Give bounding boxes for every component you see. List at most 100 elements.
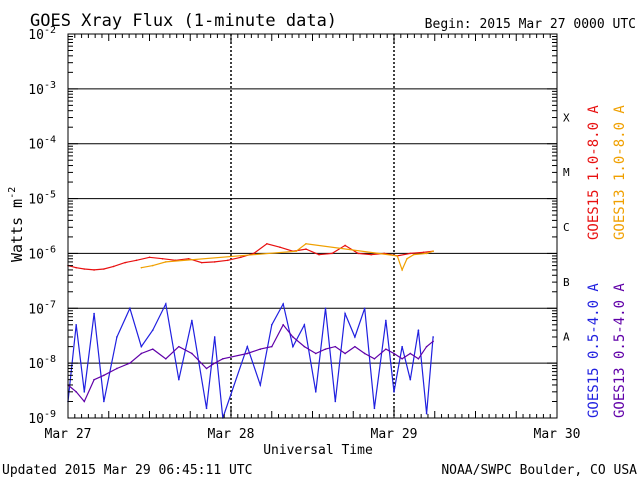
x-tick-labels: Mar 27 Mar 28 Mar 29 Mar 30 [45,427,581,442]
data-point [357,252,359,255]
data-point [266,242,268,245]
data-point [75,266,77,269]
y-tick-label: 10-7 [28,299,56,317]
data-point [292,336,294,338]
data-point [129,362,131,364]
data-point [213,336,216,338]
data-point [363,307,366,310]
data-point [393,391,395,393]
data-point [83,268,86,270]
data-point [151,329,154,331]
data-point [83,400,86,403]
data-point [187,257,190,260]
flare-class-label: A [563,331,570,344]
updated-timestamp: Updated 2015 Mar 29 06:45:11 UTC [2,463,252,478]
data-point [129,307,131,310]
data-point [396,255,399,257]
data-point [324,348,327,350]
data-point [314,391,317,393]
data-point [354,336,356,338]
y-tick-label: 10-5 [28,190,56,208]
y-tick-label: 10-6 [28,244,56,262]
data-point [205,407,208,410]
data-point [259,384,262,386]
data-point [318,253,320,256]
data-point [83,391,86,393]
data-point [205,367,208,370]
data-point [303,345,306,348]
data-point [191,319,193,322]
data-point [373,407,376,410]
data-point [116,336,118,338]
data-point [305,248,307,250]
data-point [253,252,255,255]
data-point [270,323,273,326]
data-point [432,340,434,343]
data-point [432,336,434,338]
data-point [151,264,154,267]
data-point [331,252,333,255]
flare-class-labels: A B C M X [563,111,570,343]
data-point [165,261,167,263]
data-point [75,391,77,393]
data-point [417,329,420,331]
data-point [93,312,95,315]
data-point [292,345,294,348]
data-point [406,257,408,260]
data-point [401,357,403,360]
data-point [226,259,229,262]
data-point [432,250,434,252]
data-point [246,345,249,348]
data-point [165,303,167,305]
data-point [393,352,395,355]
chart-title: GOES Xray Flux (1-minute data) [30,11,337,31]
data-point [178,345,180,348]
data-point [425,345,428,348]
x-tick-label: Mar 29 [371,427,418,442]
data-point [140,345,143,348]
x-tick-label: Mar 28 [208,427,255,442]
data-point [135,259,138,262]
data-point [103,400,105,403]
grid [68,34,557,418]
data-point [200,261,203,264]
y-axis-title: Watts m-2 [7,187,26,262]
data-point [401,269,403,271]
data-point [344,352,346,355]
data-point [354,345,356,348]
data-point [422,251,425,254]
data-point [344,312,346,315]
data-point [259,348,262,350]
data-point [191,352,193,355]
x-tick-label: Mar 30 [534,427,581,442]
data-point [370,253,372,256]
data-point [409,252,412,255]
x-axis-title: Universal Time [263,443,373,458]
data-point [363,352,366,355]
data-point [295,250,298,252]
credit-text: NOAA/SWPC Boulder, CO USA [441,463,637,478]
begin-label: Begin: 2015 Mar 27 0000 UTC [425,17,636,32]
data-point [270,345,273,348]
data-point [409,378,412,381]
data-point [140,352,143,355]
data-point [282,323,284,326]
data-point [116,367,118,370]
data-point [93,378,95,381]
data-point [417,357,420,360]
data-point [112,265,115,268]
legend: GOES15 1.0-8.0 A GOES13 1.0-8.0 A GOES15 0… [586,105,628,418]
series-line-2 [141,243,434,272]
flare-class-label: M [563,166,570,179]
data-point [344,244,346,247]
data-point [334,345,337,348]
data-point [148,256,151,259]
data-point [222,357,224,360]
data-point [124,261,126,264]
data-point [213,261,216,263]
series-line-3 [67,301,434,419]
data-point [385,319,387,322]
data-point [425,412,428,415]
data-point [425,252,428,255]
